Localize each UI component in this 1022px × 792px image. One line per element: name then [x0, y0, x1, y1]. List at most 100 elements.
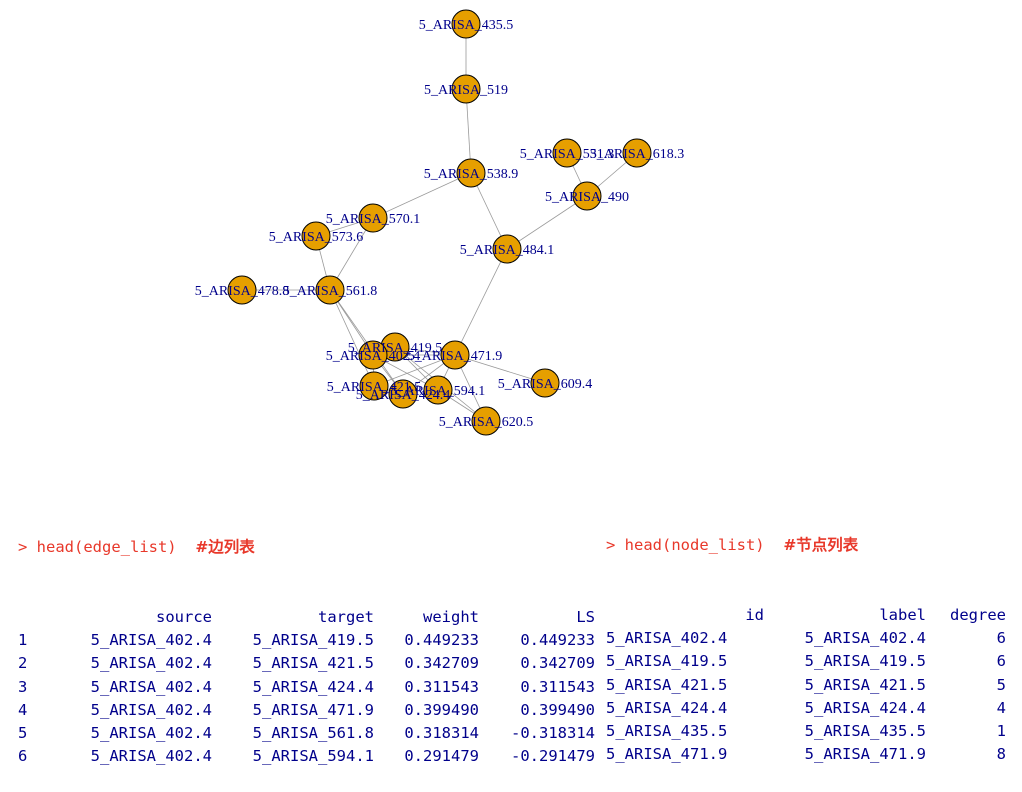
- graph-node-label: 5_ARISA_471.9: [408, 349, 503, 364]
- node-row-label: 5_ARISA_424.4: [804, 698, 926, 717]
- graph-node: [456, 158, 486, 188]
- edge-row-target: 5_ARISA_561.8: [252, 724, 374, 743]
- edge-row-weight: 0.318314: [404, 724, 479, 743]
- graph-node-label: 5_ARISA_490: [545, 190, 629, 205]
- edge-list-row: 6 5_ARISA_402.4 5_ARISA_594.1 0.291479 -0.29…: [18, 745, 595, 768]
- node-row-id: 5_ARISA_471.9: [606, 745, 728, 764]
- graph-node: [572, 181, 602, 211]
- graph-node-label: 5_ARISA_618.3: [590, 147, 685, 162]
- node-list-command-line: > head(node_list) #节点列表: [606, 534, 1006, 557]
- graph-node-label: 5_ARISA_570.1: [326, 212, 421, 227]
- edge-row-index: 4: [18, 700, 28, 719]
- node-list-header-row: id label degree: [606, 604, 1006, 627]
- edge-list-row: 2 5_ARISA_402.4 5_ARISA_421.5 0.342709 0.342…: [18, 652, 595, 675]
- graph-node-label: 5_ARISA_594.1: [391, 384, 486, 399]
- edge-list-command: > head(edge_list): [18, 538, 177, 557]
- graph-node-label: 5_ARISA_531.3: [520, 147, 615, 162]
- node-list-row: 5_ARISA_421.5 5_ARISA_421.5 5: [606, 674, 1006, 697]
- edge-row-weight: 0.342709: [404, 654, 479, 673]
- edge-list-header-weight: weight: [423, 608, 479, 627]
- node-row-degree: 4: [996, 698, 1006, 717]
- node-row-degree: 8: [996, 745, 1006, 764]
- node-list-table: id label degree 5_ARISA_402.4 5_ARISA_402…: [606, 604, 1006, 766]
- node-row-degree: 6: [996, 652, 1006, 671]
- graph-nodes: [227, 9, 652, 436]
- graph-node: [471, 406, 501, 436]
- edge-row-weight: 0.399490: [404, 700, 479, 719]
- graph-node-label: 5_ARISA_421.5: [327, 380, 422, 395]
- graph-node: [622, 138, 652, 168]
- graph-node: [552, 138, 582, 168]
- node-row-label: 5_ARISA_421.5: [804, 675, 926, 694]
- edge-row-source: 5_ARISA_402.4: [90, 747, 212, 766]
- node-list-command: > head(node_list): [606, 536, 765, 555]
- node-row-id: 5_ARISA_424.4: [606, 698, 728, 717]
- edge-row-index: 2: [18, 654, 28, 673]
- edge-list-comment: #边列表: [195, 538, 255, 557]
- edge-row-ls: -0.318314: [511, 724, 595, 743]
- node-row-degree: 6: [996, 629, 1006, 648]
- node-list-row: 5_ARISA_471.9 5_ARISA_471.9 8: [606, 743, 1006, 766]
- node-list-header-label: label: [879, 606, 926, 625]
- graph-edge: [454, 354, 546, 384]
- edge-row-target: 5_ARISA_594.1: [252, 747, 374, 766]
- edge-row-ls: -0.291479: [511, 747, 595, 766]
- edge-list-table: source target weight LS 1 5_ARISA_402.4 5_…: [18, 606, 595, 768]
- graph-node: [358, 203, 388, 233]
- graph-edge: [329, 289, 404, 395]
- graph-edge: [506, 195, 588, 250]
- edge-row-source: 5_ARISA_402.4: [90, 631, 212, 650]
- edge-row-source: 5_ARISA_402.4: [90, 677, 212, 696]
- node-list-row: 5_ARISA_424.4 5_ARISA_424.4 4: [606, 697, 1006, 720]
- graph-node-label: 5_ARISA_435.5: [419, 18, 514, 33]
- node-row-id: 5_ARISA_419.5: [606, 652, 728, 671]
- edge-list-header-target: target: [318, 608, 374, 627]
- edge-row-target: 5_ARISA_421.5: [252, 654, 374, 673]
- edge-row-source: 5_ARISA_402.4: [90, 700, 212, 719]
- edge-list-console: > head(edge_list) #边列表 source target wei…: [18, 490, 595, 792]
- node-list-row: 5_ARISA_402.4 5_ARISA_402.4 6: [606, 627, 1006, 650]
- edge-list-command-line: > head(edge_list) #边列表: [18, 536, 595, 559]
- edge-row-weight: 0.291479: [404, 747, 479, 766]
- graph-node: [227, 275, 257, 305]
- graph-node-label: 5_ARISA_402.4: [326, 349, 421, 364]
- graph-node: [530, 368, 560, 398]
- node-row-label: 5_ARISA_471.9: [804, 745, 926, 764]
- edge-row-index: 1: [18, 631, 28, 650]
- graph-node: [301, 221, 331, 251]
- graph-node: [451, 74, 481, 104]
- node-row-degree: 1: [996, 722, 1006, 741]
- node-list-row: 5_ARISA_419.5 5_ARISA_419.5 6: [606, 650, 1006, 673]
- node-list-row: 5_ARISA_435.5 5_ARISA_435.5 1: [606, 720, 1006, 743]
- node-row-id: 5_ARISA_421.5: [606, 675, 728, 694]
- graph-node-label: 5_ARISA_538.9: [424, 167, 519, 182]
- edge-list-header-rowname: [18, 606, 36, 629]
- graph-node: [388, 379, 418, 409]
- node-list-console: > head(node_list) #节点列表 id label degree …: [606, 488, 1006, 790]
- edge-list-row: 3 5_ARISA_402.4 5_ARISA_424.4 0.311543 0.311…: [18, 676, 595, 699]
- node-row-label: 5_ARISA_402.4: [804, 629, 926, 648]
- edge-row-index: 6: [18, 747, 28, 766]
- graph-node-label: 5_ARISA_620.5: [439, 415, 534, 430]
- node-row-degree: 5: [996, 675, 1006, 694]
- graph-node-label: 5_ARISA_419.5: [348, 341, 443, 356]
- graph-node-label: 5_ARISA_519: [424, 83, 508, 98]
- node-row-label: 5_ARISA_435.5: [804, 722, 926, 741]
- edge-row-ls: 0.449233: [520, 631, 595, 650]
- edge-row-ls: 0.399490: [520, 700, 595, 719]
- edge-row-weight: 0.449233: [404, 631, 479, 650]
- node-list-header-degree: degree: [950, 606, 1006, 625]
- graph-node: [451, 9, 481, 39]
- edge-row-target: 5_ARISA_424.4: [252, 677, 374, 696]
- graph-node-label: 5_ARISA_561.8: [283, 284, 378, 299]
- graph-node: [358, 340, 388, 370]
- edge-list-header-row: source target weight LS: [18, 606, 595, 629]
- graph-edge: [329, 289, 375, 387]
- node-list-comment: #节点列表: [783, 536, 859, 555]
- edge-row-ls: 0.342709: [520, 654, 595, 673]
- node-row-id: 5_ARISA_435.5: [606, 722, 728, 741]
- graph-node-label: 5_ARISA_424.4: [356, 388, 451, 403]
- edge-row-target: 5_ARISA_419.5: [252, 631, 374, 650]
- edge-list-row: 4 5_ARISA_402.4 5_ARISA_471.9 0.399490 0.399…: [18, 699, 595, 722]
- edge-row-source: 5_ARISA_402.4: [90, 654, 212, 673]
